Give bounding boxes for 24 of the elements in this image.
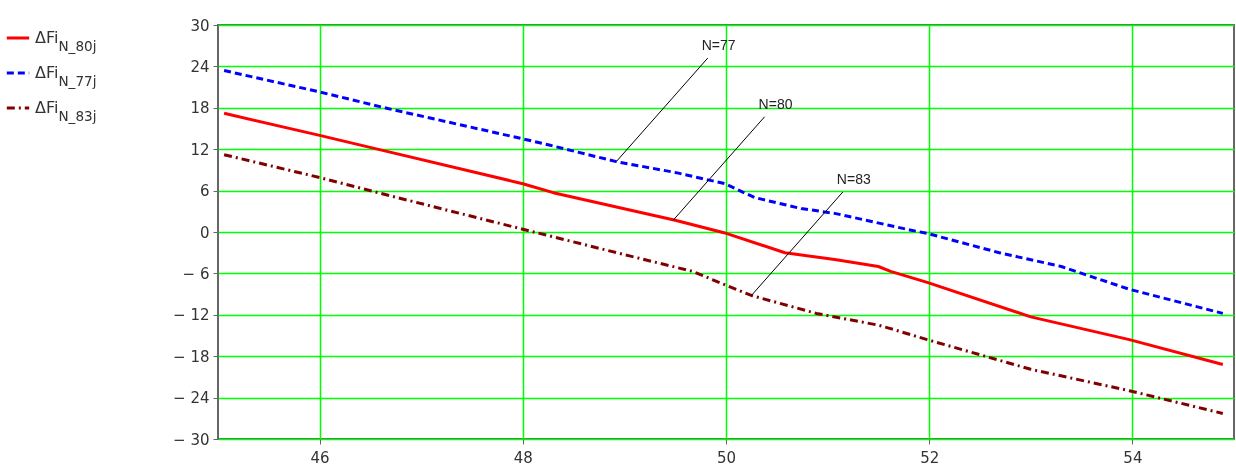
y-tick-label: 0 xyxy=(199,223,210,242)
x-tick-label: 48 xyxy=(513,448,533,467)
y-tick-label: − 12 xyxy=(173,306,210,325)
y-tick-label: 12 xyxy=(190,140,210,159)
y-tick-label: 24 xyxy=(190,57,210,76)
y-tick-label: − 24 xyxy=(173,389,210,408)
x-tick-label: 54 xyxy=(1123,448,1143,467)
y-tick-label: 6 xyxy=(199,182,210,201)
legend-label: ΔFi$_{N_80j}$ xyxy=(35,28,97,54)
y-tick-label: 18 xyxy=(190,99,210,118)
annotation: N=83 xyxy=(836,170,871,187)
line-series xyxy=(222,153,1225,415)
y-tick-label: − 18 xyxy=(173,347,210,366)
y-tick-label: − 6 xyxy=(182,264,210,283)
legend-label: ΔFi$_{N_77j}$ xyxy=(35,63,97,89)
x-tick-label: 50 xyxy=(716,448,737,467)
line-series xyxy=(222,111,1225,366)
y-tick-label: 30 xyxy=(190,16,210,35)
x-tick-label: 46 xyxy=(310,448,330,467)
line-series xyxy=(222,69,1225,315)
y-tick-label: − 30 xyxy=(173,430,210,449)
legend-label: ΔFi$_{N_83j}$ xyxy=(35,98,97,124)
annotation: N=80 xyxy=(758,95,793,112)
x-tick-label: 52 xyxy=(920,448,940,467)
